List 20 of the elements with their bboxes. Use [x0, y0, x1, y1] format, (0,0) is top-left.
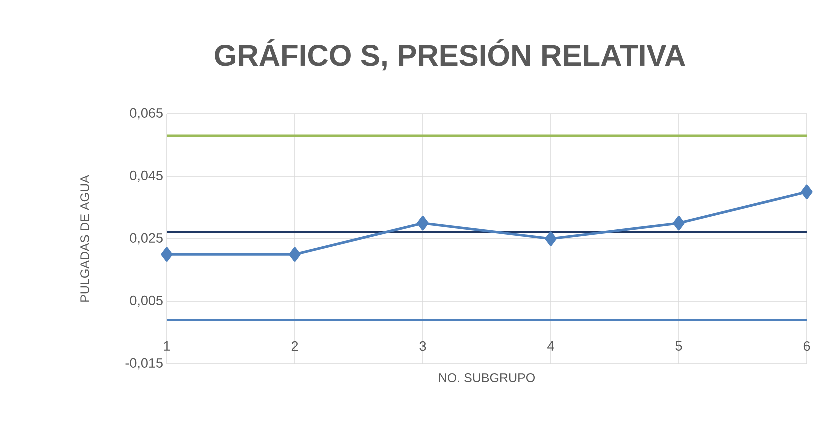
y-tick-label: 0,065 [130, 108, 163, 120]
y-tick-label: 0,025 [130, 233, 163, 245]
point [801, 184, 813, 200]
x-tick-label: 4 [548, 342, 554, 351]
x-axis-title: NO. SUBGRUPO [439, 374, 536, 382]
x-tick-label: 6 [804, 342, 810, 352]
point [545, 232, 557, 246]
x-tick-label: 2 [292, 342, 298, 351]
point [161, 247, 173, 262]
y-tick-label: 0,045 [130, 170, 163, 182]
x-tick-label: 3 [420, 342, 426, 352]
y-axis-title: PULGADAS DE AGUA [80, 175, 90, 302]
point [417, 216, 429, 231]
point [289, 247, 301, 262]
chart-title: GRÁFICO S, PRESIÓN RELATIVA [215, 39, 686, 71]
x-tick-label: 1 [164, 342, 170, 351]
y-tick-label: -0,015 [126, 358, 163, 370]
y-tick-label: 0,005 [130, 296, 163, 308]
x-tick-label: 5 [676, 342, 682, 351]
point [673, 216, 685, 231]
